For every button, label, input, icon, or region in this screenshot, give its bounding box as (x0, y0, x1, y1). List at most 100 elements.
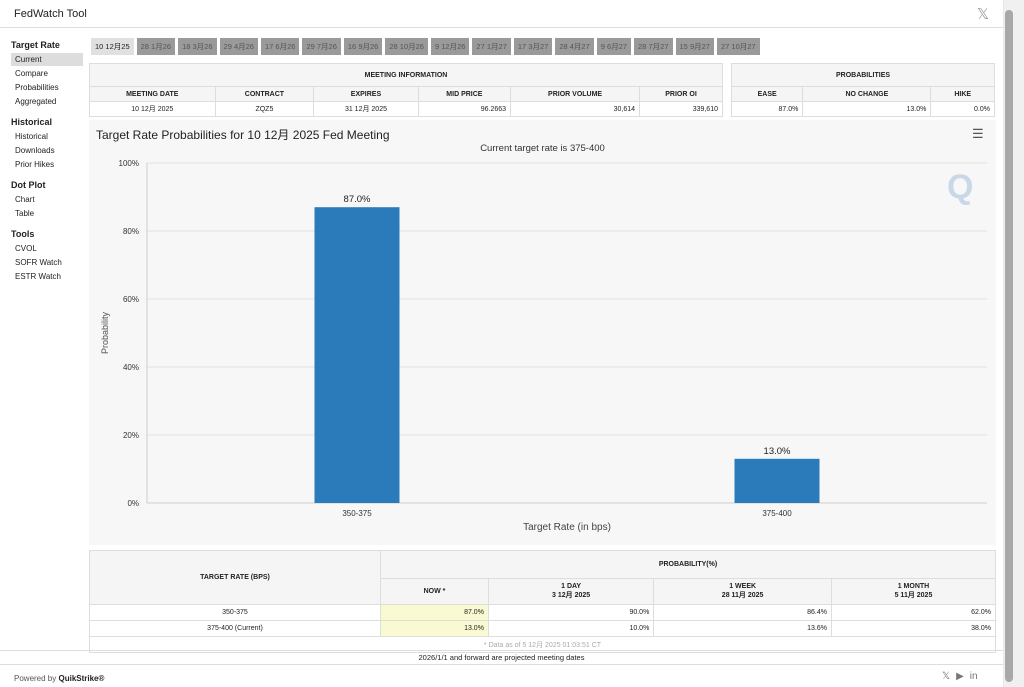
sidebar-item-downloads[interactable]: Downloads (15, 146, 55, 155)
sidebar-item-historical[interactable]: Historical (15, 132, 48, 141)
meeting-tab[interactable]: 18 3月26 (178, 38, 217, 55)
sidebar-heading: Historical (11, 117, 53, 127)
probability-cell: 90.0% (487, 604, 655, 621)
data-label: 87.0% (344, 194, 371, 205)
sidebar: Target Rate Current Compare Probabilities Ag… (11, 40, 83, 292)
meeting-tabs: 10 12月25 28 1月26 18 3月26 29 4月26 17 6月26 29 7… (91, 38, 760, 55)
column-header: PRIOR VOLUME (510, 86, 641, 102)
sidebar-item-aggregated[interactable]: Aggregated (15, 97, 57, 106)
brand-name[interactable]: QuikStrike® (58, 674, 105, 683)
period-header: 1 MONTH 5 11月 2025 (830, 578, 997, 605)
meeting-tab[interactable]: 15 9月27 (675, 38, 714, 55)
target-rate-cell: 350-375 (89, 604, 381, 621)
probability-header: PROBABILITY(%) (380, 550, 996, 579)
period-header: NOW * (380, 578, 489, 605)
meeting-cell: 10 12月 2025 (89, 101, 216, 117)
sidebar-item-table[interactable]: Table (15, 209, 35, 218)
quikstrike-logo: Q (947, 168, 974, 206)
bar (734, 458, 820, 503)
sidebar-item-chart[interactable]: Chart (15, 195, 35, 204)
probability-history-table: TARGET RATE (BPS) PROBABILITY(%) NOW * 1 … (89, 550, 997, 653)
linkedin-icon[interactable]: in (969, 671, 978, 682)
probabilities-title: PROBABILITIES (731, 63, 995, 87)
target-rate-cell: 375-400 (Current) (89, 620, 381, 637)
sidebar-item-sofr-watch[interactable]: SOFR Watch (15, 258, 62, 267)
column-header: HIKE (930, 86, 995, 102)
column-header: MID PRICE (417, 86, 512, 102)
probability-cell: 10.0% (487, 620, 655, 637)
y-tick-label: 20% (123, 431, 139, 440)
period-label: NOW * (423, 588, 446, 595)
y-tick-label: 100% (119, 159, 139, 168)
meeting-tab[interactable]: 17 6月26 (260, 38, 300, 55)
powered-by: Powered by QuikStrike® (14, 674, 104, 683)
divider (0, 27, 1003, 28)
probability-cell: 86.4% (653, 604, 832, 621)
x-icon[interactable]: 𝕏 (942, 671, 951, 682)
probabilities-table: PROBABILITIES EASE NO CHANGE HIKE 87.0% 13.0… (730, 63, 995, 117)
probability-cell: 87.0% (730, 101, 804, 117)
hamburger-menu-icon[interactable]: ☰ (972, 126, 984, 141)
meeting-tab[interactable]: 16 9月26 (343, 38, 383, 55)
column-header: PRIOR OI (639, 86, 723, 102)
meeting-tab[interactable]: 10 12月25 (91, 38, 134, 55)
meeting-tab[interactable]: 17 3月27 (513, 38, 553, 55)
probability-cell: 13.0% (380, 620, 489, 637)
probability-cell: 13.6% (653, 620, 832, 637)
meeting-tab[interactable]: 29 7月26 (302, 38, 341, 55)
table-row: 350-375 87.0% 90.0% 86.4% 62.0% (89, 604, 997, 621)
sidebar-heading: Target Rate (11, 40, 60, 50)
y-tick-label: 40% (123, 363, 139, 372)
bar (314, 207, 400, 503)
sidebar-item-prior-hikes[interactable]: Prior Hikes (15, 160, 55, 169)
meeting-tab[interactable]: 28 4月27 (555, 38, 594, 55)
meeting-cell: 31 12月 2025 (313, 101, 419, 117)
meeting-info-title: MEETING INFORMATION (89, 63, 723, 87)
sidebar-heading: Tools (11, 229, 35, 239)
period-label: 1 MONTH (897, 583, 930, 590)
chart-panel: Target Rate Probabilities for 10 12月 202… (89, 120, 996, 545)
meeting-tab[interactable]: 29 4月26 (219, 38, 258, 55)
meeting-cell: ZQZ5 (214, 101, 315, 117)
sidebar-group: Dot Plot Chart Table (11, 180, 83, 220)
probability-cell: 13.0% (802, 101, 932, 117)
meeting-tab[interactable]: 27 1月27 (472, 38, 511, 55)
meeting-cell: 30,614 (510, 101, 641, 117)
sidebar-group: Target Rate Current Compare Probabilities Ag… (11, 40, 83, 108)
social-links: 𝕏 ▶ in (942, 671, 978, 682)
sidebar-item-estr-watch[interactable]: ESTR Watch (15, 272, 61, 281)
y-tick-label: 80% (123, 227, 139, 236)
period-header: 1 WEEK 28 11月 2025 (653, 578, 832, 605)
projected-note: 2026/1/1 and forward are projected meeti… (0, 650, 1003, 665)
meeting-tab[interactable]: 9 12月26 (430, 38, 470, 55)
table-row: 375-400 (Current) 13.0% 10.0% 13.6% 38.0% (89, 620, 997, 637)
probability-cell: 62.0% (830, 604, 997, 621)
y-tick-label: 60% (123, 295, 139, 304)
sidebar-item-probabilities[interactable]: Probabilities (15, 83, 59, 92)
x-axis-title: Target Rate (in bps) (523, 522, 611, 533)
close-x-icon[interactable]: 𝕏 (977, 6, 990, 23)
meeting-tab[interactable]: 28 10月26 (385, 38, 428, 55)
powered-label: Powered by (14, 674, 57, 683)
meeting-tab[interactable]: 27 10月27 (716, 38, 760, 55)
meeting-info-table: MEETING INFORMATION MEETING DATE CONTRACT… (89, 63, 723, 117)
meeting-cell: 339,610 (639, 101, 723, 117)
youtube-icon[interactable]: ▶ (956, 671, 964, 682)
sidebar-item-current[interactable]: Current (11, 53, 83, 66)
chart-title: Target Rate Probabilities for 10 12月 202… (96, 128, 390, 142)
y-tick-label: 0% (127, 499, 139, 508)
chart-subtitle: Current target rate is 375-400 (480, 143, 605, 154)
meeting-tab[interactable]: 28 7月27 (634, 38, 673, 55)
sidebar-item-compare[interactable]: Compare (15, 69, 48, 78)
period-date: 5 11月 2025 (894, 592, 933, 599)
sidebar-heading: Dot Plot (11, 180, 46, 190)
meeting-tab[interactable]: 9 6月27 (596, 38, 632, 55)
data-timestamp-note: * Data as of 5 12月 2025 01:03:51 CT (89, 636, 996, 653)
scrollbar-thumb[interactable] (1005, 10, 1013, 682)
meeting-tab[interactable]: 28 1月26 (136, 38, 176, 55)
probability-cell: 0.0% (930, 101, 995, 117)
probability-cell: 87.0% (380, 604, 489, 621)
probability-cell: 38.0% (830, 620, 997, 637)
sidebar-item-cvol[interactable]: CVOL (15, 244, 37, 253)
period-header: 1 DAY 3 12月 2025 (487, 578, 655, 605)
